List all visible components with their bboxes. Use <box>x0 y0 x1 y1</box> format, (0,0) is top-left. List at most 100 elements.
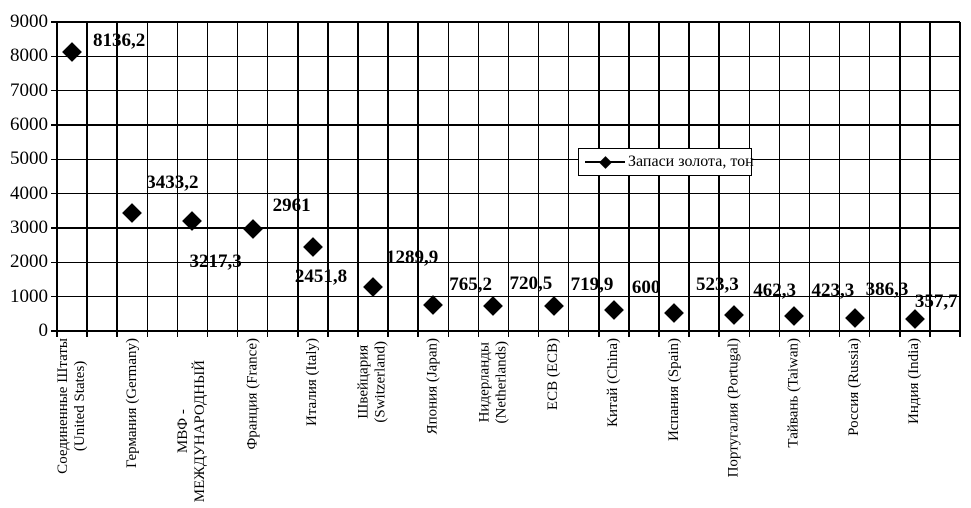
gridline-vertical <box>718 22 720 331</box>
y-axis-tick <box>51 55 57 58</box>
legend-swatch <box>585 149 625 175</box>
x-category-label: Испания (Spain) <box>665 338 682 442</box>
gridline-vertical <box>477 22 480 331</box>
x-axis-line <box>56 330 961 332</box>
x-axis-tick <box>357 331 359 337</box>
gridline-vertical <box>236 22 239 331</box>
x-axis-tick <box>808 331 811 337</box>
x-category-label: Португалия (Portugal) <box>725 338 742 478</box>
gridline-vertical <box>537 22 540 331</box>
y-axis-tick <box>51 158 57 161</box>
data-point-label: 3217,3 <box>189 251 242 272</box>
gridline-vertical <box>688 22 690 331</box>
legend-diamond-icon <box>598 155 612 169</box>
data-point-marker <box>363 276 383 297</box>
gridline-vertical <box>206 22 209 331</box>
x-category-label: Тайвань (Taiwan) <box>785 338 802 448</box>
x-category-label: Россия (Russia) <box>846 338 863 436</box>
y-axis-tick-label: 5000 <box>10 148 48 170</box>
data-point-label: 357,7 <box>914 291 958 312</box>
x-axis-tick <box>477 331 480 337</box>
data-point-marker <box>724 305 745 326</box>
x-axis-tick <box>447 331 450 337</box>
x-axis-tick <box>86 331 88 337</box>
x-category-label: МВФ - МЕЖДУНАРОДНЫЙ <box>175 360 209 503</box>
gridline-vertical <box>297 22 299 331</box>
gridline-vertical <box>116 22 118 331</box>
x-category-label: Япония (Japan) <box>424 338 441 435</box>
x-axis-tick <box>266 331 269 337</box>
y-axis-tick <box>51 261 57 264</box>
x-axis-tick <box>929 331 931 337</box>
gridline-vertical <box>567 22 570 331</box>
data-point-marker <box>62 41 82 62</box>
x-axis-tick <box>146 331 149 337</box>
gridline-vertical <box>266 22 269 331</box>
gridline-vertical <box>507 22 510 331</box>
x-category-label: Индия (India) <box>906 338 923 424</box>
legend: Запаси золота, тон <box>578 148 754 176</box>
x-axis-tick <box>116 331 118 337</box>
data-point-label: 523,3 <box>696 274 739 295</box>
data-point-marker <box>543 296 564 317</box>
x-category-label: Соединенные Штаты (United States) <box>55 338 89 474</box>
legend-label: Запаси золота, тон <box>628 153 754 170</box>
gridline-vertical <box>327 22 329 331</box>
x-axis-tick <box>297 331 299 337</box>
y-axis-tick <box>51 227 57 229</box>
y-axis-tick-label: 9000 <box>10 11 48 32</box>
y-axis-tick <box>51 192 57 195</box>
x-axis-tick <box>387 331 389 337</box>
y-axis-tick-label: 0 <box>38 320 49 341</box>
x-axis-tick <box>778 331 781 337</box>
y-axis-tick <box>51 21 57 23</box>
data-point-marker <box>302 236 323 257</box>
data-point-label: 386,3 <box>865 279 909 300</box>
gridline-vertical <box>868 22 871 331</box>
gridline-vertical <box>929 22 931 331</box>
y-axis-tick-label: 7000 <box>10 79 48 101</box>
gridline-vertical <box>176 22 179 331</box>
gridline-vertical <box>598 22 600 331</box>
y-axis-tick-label: 2000 <box>10 251 48 273</box>
gridline-vertical <box>357 22 359 331</box>
gridline-vertical <box>387 22 389 331</box>
gridline-vertical <box>658 22 660 331</box>
y-axis-tick <box>51 330 57 332</box>
y-axis-tick-label: 4000 <box>10 182 48 204</box>
x-axis-tick <box>899 331 901 337</box>
x-axis-tick <box>56 331 58 337</box>
data-point-marker <box>603 300 624 321</box>
data-point-label: 600 <box>631 277 661 298</box>
gridline-vertical <box>959 22 961 331</box>
data-point-marker <box>483 296 504 317</box>
y-axis-tick <box>51 295 57 298</box>
x-axis-tick <box>567 331 570 337</box>
x-axis-tick <box>688 331 690 337</box>
x-axis-tick <box>507 331 510 337</box>
gridline-vertical <box>778 22 781 331</box>
data-point-label: 2961 <box>272 195 311 216</box>
x-category-label: ECB (ECB) <box>545 338 562 411</box>
gridline-vertical <box>838 22 841 331</box>
gridline-vertical <box>417 22 419 331</box>
x-axis-tick <box>868 331 871 337</box>
x-category-label: Швейцария (Switzerland) <box>356 341 390 423</box>
x-axis-tick <box>417 331 419 337</box>
y-axis-tick <box>51 124 57 126</box>
data-point-marker <box>242 219 263 240</box>
data-point-label: 2451,8 <box>294 266 348 287</box>
data-point-marker <box>844 307 865 328</box>
gridline-vertical <box>748 22 751 331</box>
x-axis-tick <box>658 331 660 337</box>
gridline-vertical <box>808 22 811 331</box>
x-axis-tick <box>628 331 630 337</box>
gridline-vertical <box>86 22 88 331</box>
x-axis-tick <box>327 331 329 337</box>
x-category-label: Франция (France) <box>244 338 261 450</box>
data-point-label: 720,5 <box>509 273 553 294</box>
x-axis-tick <box>176 331 179 337</box>
data-point-label: 765,2 <box>449 274 492 295</box>
y-axis-line <box>56 22 58 332</box>
gridline-vertical <box>628 22 630 331</box>
